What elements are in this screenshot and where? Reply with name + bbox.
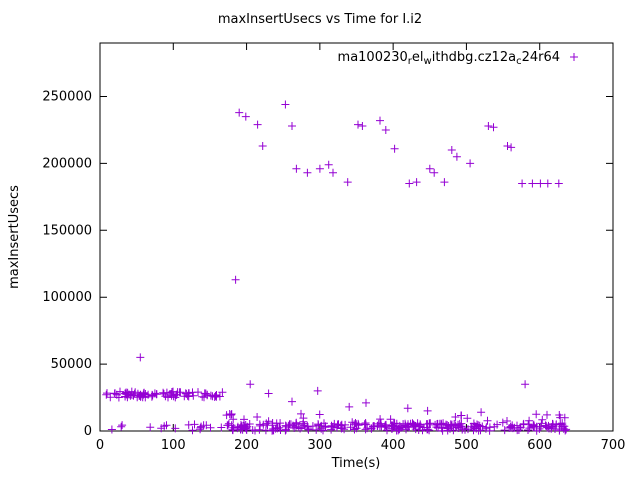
y-tick-label: 250000 <box>42 90 92 105</box>
legend-marker-icon <box>570 53 578 61</box>
data-points <box>102 100 571 435</box>
x-axis-label: Time(s) <box>331 456 381 471</box>
x-tick-label: 600 <box>527 438 552 453</box>
series-point-markers <box>102 100 571 435</box>
y-tick-label: 50000 <box>51 357 92 372</box>
y-tick-label: 150000 <box>42 223 92 238</box>
x-tick-label: 100 <box>161 438 186 453</box>
y-tick-label: 100000 <box>42 290 92 305</box>
x-tick-label: 700 <box>601 438 626 453</box>
x-tick-label: 400 <box>381 438 406 453</box>
x-tick-label: 500 <box>454 438 479 453</box>
x-tick-label: 0 <box>96 438 104 453</box>
chart-title: maxInsertUsecs vs Time for I.i2 <box>218 12 422 27</box>
legend-series-label: ma100230relwithdbg.cz12ac24r64 <box>338 50 560 67</box>
y-axis-label: maxInsertUsecs <box>7 185 22 289</box>
legend: ma100230relwithdbg.cz12ac24r64 <box>338 50 578 67</box>
x-tick-label: 300 <box>307 438 332 453</box>
y-tick-label: 0 <box>84 424 92 439</box>
x-tick-label: 200 <box>234 438 259 453</box>
y-tick-label: 200000 <box>42 156 92 171</box>
axis-tick-labels: 0 100 200 300 400 500 600 700 0 50000 100000 150000… <box>42 90 625 453</box>
